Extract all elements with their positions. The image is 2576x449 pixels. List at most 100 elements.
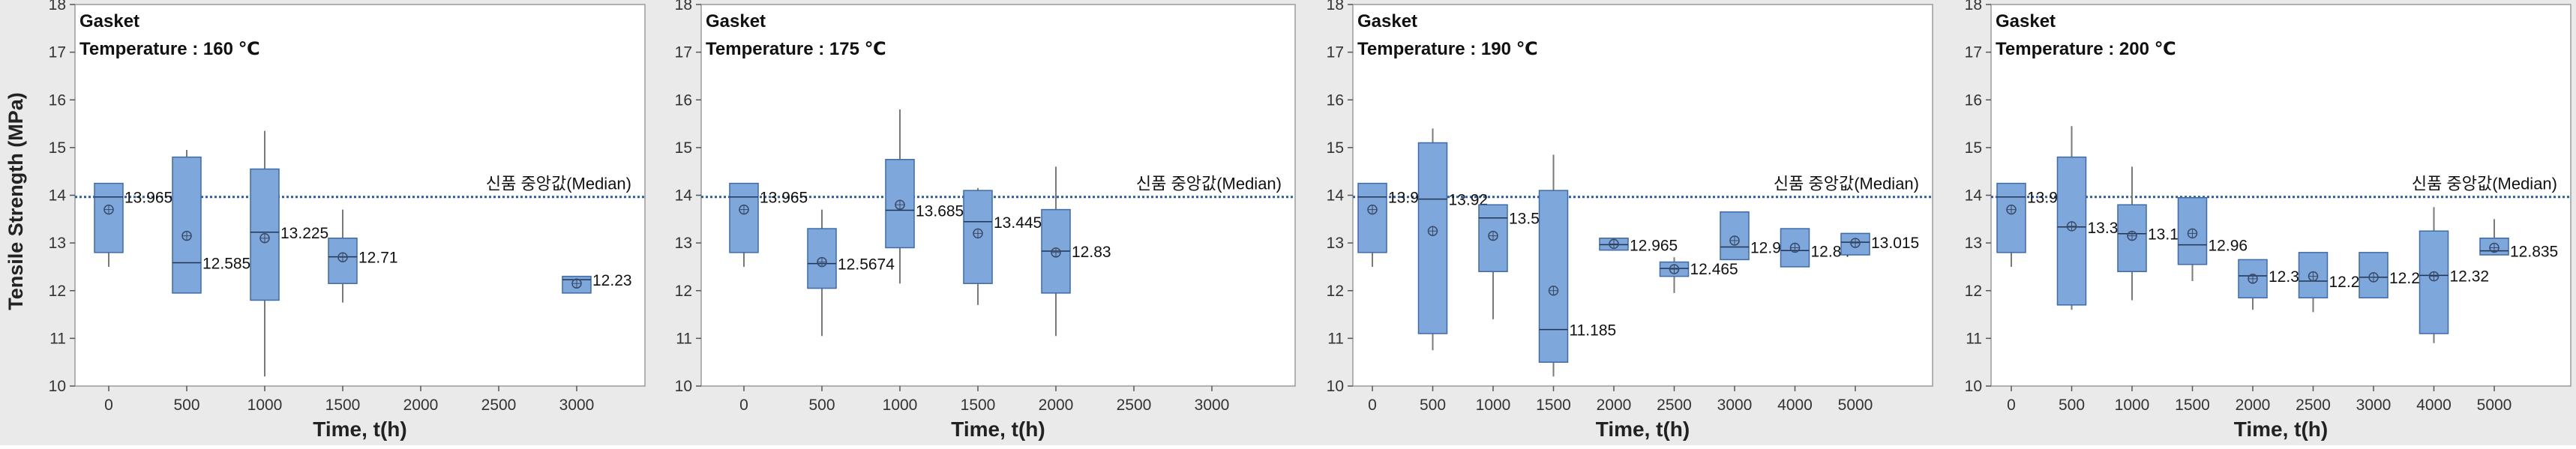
y-tick-label: 17 xyxy=(49,44,66,61)
x-tick-label: 500 xyxy=(808,397,835,414)
y-tick-label: 18 xyxy=(49,0,66,13)
y-tick-label: 18 xyxy=(675,0,692,13)
box-value-label: 12.31 xyxy=(2269,268,2308,286)
y-tick-label: 15 xyxy=(1327,139,1344,157)
chart-panel-1: 10 11 12 13 14 15 16 17 18 0 500 1000 1500 2000 2500 30… xyxy=(0,0,651,445)
box-500: 12.5858 xyxy=(172,150,259,294)
chart-panel-3: 10 11 12 13 14 15 16 17 18 0 500 1000 1500 2000 2500 30… xyxy=(1300,0,1938,445)
box-5000: 12.835 xyxy=(2479,219,2558,261)
box-body xyxy=(807,228,837,289)
y-tick-label: 16 xyxy=(49,91,66,109)
x-tick-label: 4000 xyxy=(1777,397,1813,414)
box-body xyxy=(1538,190,1569,363)
x-tick-label: 2500 xyxy=(481,397,517,414)
y-tick-label: 13 xyxy=(1965,235,1982,252)
y-tick-label: 12 xyxy=(1965,283,1982,300)
box-body xyxy=(2056,156,2087,306)
y-tick-label: 13 xyxy=(49,235,66,252)
x-tick-label: 2500 xyxy=(1117,397,1152,414)
box-2000: 12.965 xyxy=(1599,237,1678,254)
x-tick-label: 1500 xyxy=(325,397,361,414)
chart-subtitle: Temperature : 175 ℃ xyxy=(706,39,886,59)
box-body xyxy=(94,182,124,253)
box-value-label: 12.83 xyxy=(1072,244,1111,261)
box-4000: 12.84 xyxy=(1780,228,1851,268)
plot-area xyxy=(700,4,1296,387)
y-tick-label: 12 xyxy=(1327,283,1344,300)
x-tick-label: 3000 xyxy=(1195,397,1230,414)
y-tick-label: 11 xyxy=(1327,330,1344,347)
x-tick-label: 1500 xyxy=(1536,397,1571,414)
y-tick-label: 15 xyxy=(675,139,692,157)
box-body xyxy=(2419,230,2449,334)
box-0: 13.965 xyxy=(729,182,808,267)
x-tick-label: 0 xyxy=(104,397,113,414)
box-value-label: 12.84 xyxy=(1811,243,1851,260)
box-body xyxy=(1996,182,2026,253)
box-value-label: 12.5674 xyxy=(838,256,895,274)
box-3000: 12.23 xyxy=(562,272,632,294)
x-axis-label: Time, t(h) xyxy=(2234,418,2328,441)
box-value-label: 13.015 xyxy=(1871,235,1919,252)
box-body xyxy=(172,156,202,294)
x-tick-label: 2000 xyxy=(2236,397,2271,414)
x-tick-label: 2000 xyxy=(1597,397,1632,414)
y-tick-label: 13 xyxy=(675,235,692,252)
x-tick-label: 5000 xyxy=(2477,397,2512,414)
box-value-label: 12.23 xyxy=(592,272,632,289)
y-tick-label: 16 xyxy=(1965,91,1982,109)
x-tick-label: 1000 xyxy=(247,397,283,414)
box-1500: 11.185 xyxy=(1538,154,1616,377)
x-tick-label: 3000 xyxy=(1717,397,1753,414)
chart-title: Gasket xyxy=(706,11,766,31)
box-body xyxy=(1417,142,1448,334)
x-tick-label: 2000 xyxy=(403,397,439,414)
x-tick-label: 500 xyxy=(173,397,199,414)
y-tick-label: 11 xyxy=(49,330,66,347)
y-tick-label: 11 xyxy=(676,330,692,347)
chart-panel-2: 10 11 12 13 14 15 16 17 18 0 500 1000 1500 2000 2500 30… xyxy=(651,0,1300,445)
plot-area xyxy=(1990,4,2572,387)
y-axis-label: Tensile Strength (MPa) xyxy=(4,92,27,310)
x-axis-label: Time, t(h) xyxy=(313,418,406,441)
x-tick-label: 1000 xyxy=(2115,397,2150,414)
x-tick-label: 0 xyxy=(2007,397,2016,414)
y-tick-label: 14 xyxy=(1965,187,1983,205)
y-tick-label: 14 xyxy=(675,187,693,205)
y-tick-label: 12 xyxy=(49,283,66,300)
reference-median-label: 신품 중앙값(Median) xyxy=(1774,175,1919,193)
box-3000: 12.28 xyxy=(2359,252,2429,299)
plot-area xyxy=(1352,4,1933,387)
x-tick-label: 5000 xyxy=(1838,397,1873,414)
y-tick-label: 16 xyxy=(675,91,692,109)
reference-median-label: 신품 중앙값(Median) xyxy=(2412,175,2557,193)
box-2000: 12.83 xyxy=(1041,166,1111,337)
box-value-label: 13.685 xyxy=(916,203,964,220)
chart-title: Gasket xyxy=(79,11,139,31)
chart-title: Gasket xyxy=(1996,11,2056,31)
box-value-label: 12.96 xyxy=(2209,238,2248,255)
box-value-label: 13.225 xyxy=(280,225,328,242)
box-2500: 12.2 xyxy=(2298,252,2359,313)
y-tick-label: 18 xyxy=(1327,0,1344,13)
reference-median-label: 신품 중앙값(Median) xyxy=(486,175,631,193)
y-tick-label: 10 xyxy=(1965,378,1982,395)
y-tick-label: 11 xyxy=(1966,330,1982,347)
box-value-label: 12.835 xyxy=(2510,244,2558,261)
y-tick-label: 10 xyxy=(675,378,692,395)
x-tick-label: 3000 xyxy=(559,397,595,414)
x-tick-label: 4000 xyxy=(2416,397,2452,414)
y-tick-label: 13 xyxy=(1327,235,1344,252)
box-2500: 12.465 xyxy=(1659,257,1738,293)
box-value-label: 12.32 xyxy=(2450,268,2490,285)
box-1500: 13.445 xyxy=(963,187,1042,305)
chart-subtitle: Temperature : 190 ℃ xyxy=(1357,39,1538,59)
box-2000: 12.31 xyxy=(2238,259,2308,310)
box-500: 12.5674 xyxy=(807,209,895,337)
box-1000: 13.225 xyxy=(250,130,328,377)
chart-subtitle: Temperature : 160 ℃ xyxy=(79,39,260,59)
y-tick-label: 17 xyxy=(1327,44,1344,61)
box-1500: 12.96 xyxy=(2177,196,2248,282)
